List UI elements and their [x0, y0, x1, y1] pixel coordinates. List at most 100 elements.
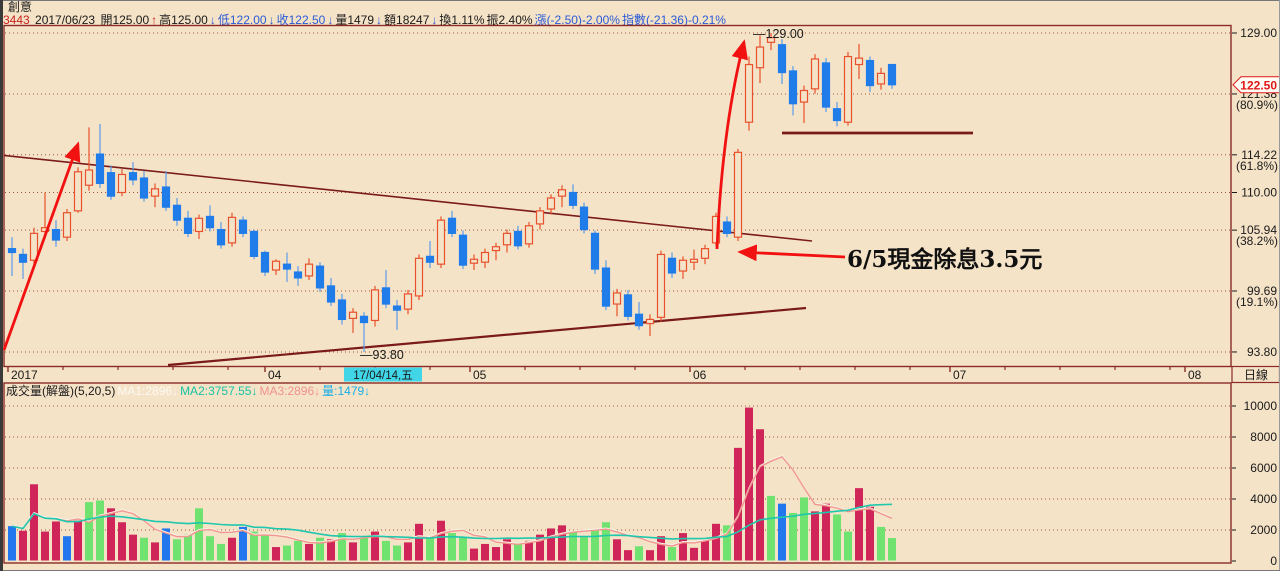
candle-body — [645, 318, 655, 325]
candle-body — [876, 72, 886, 85]
candle-body — [227, 216, 237, 244]
candle-body — [799, 89, 809, 103]
header-segment: ↓ — [431, 13, 438, 27]
price-axis-label: 105.94 — [1240, 223, 1277, 237]
volume-bar — [668, 547, 676, 561]
selected-date-tag — [344, 367, 422, 382]
quote-summary: 3443 2017/06/23 開125.00 ↑ 高125.00 ↓ 低122.00 ↓… — [3, 14, 728, 27]
candle-body — [623, 294, 633, 317]
peak-price-label: —129.00 — [753, 27, 804, 41]
candle-body — [755, 46, 765, 69]
header-segment: 開125.00 — [100, 13, 150, 27]
volume-bar — [283, 545, 291, 561]
candle-body — [271, 260, 281, 271]
candle-body — [95, 153, 105, 185]
volume-bar — [789, 512, 797, 561]
window-left-border — [0, 0, 3, 571]
volume-bar — [635, 546, 643, 561]
volume-bar — [393, 545, 401, 561]
header-segment: MA1:2896↓ — [117, 384, 179, 398]
volume-axis-label: 2000 — [1250, 523, 1277, 537]
volume-bar — [657, 536, 665, 561]
candle-body — [249, 230, 259, 257]
header-segment: 2017/06/23 — [31, 13, 99, 27]
volume-bar — [173, 539, 181, 561]
candle-body — [656, 253, 666, 318]
candle-body — [590, 232, 600, 270]
candle-body — [172, 204, 182, 221]
volume-bar — [294, 540, 302, 561]
header-segment: ↑ — [151, 13, 158, 27]
volume-bar — [382, 540, 390, 561]
candle-body — [491, 246, 501, 252]
volume-bar — [30, 484, 38, 561]
candle-body — [678, 259, 688, 272]
price-axis-label: 99.69 — [1247, 284, 1277, 298]
volume-bar — [844, 531, 852, 561]
x-axis-month-label: 08 — [1188, 368, 1202, 382]
header-segment: ↓ — [376, 13, 383, 27]
descending-trendline — [4, 154, 813, 242]
header-segment: 高125.00 — [159, 13, 208, 27]
volume-bar — [316, 537, 324, 561]
candle-body — [161, 186, 171, 208]
header-segment: 振2.40% — [486, 13, 533, 27]
right-axis: 129.00121.38(80.9%)114.22(61.8%)110.0010… — [1231, 26, 1280, 568]
volume-bar — [591, 530, 599, 561]
volume-bar — [8, 526, 16, 561]
candle-body — [821, 62, 831, 108]
volume-bar — [107, 508, 115, 561]
volume-bar — [415, 523, 423, 561]
volume-bar — [52, 521, 60, 561]
volume-bar — [745, 407, 753, 561]
x-axis-month-label: 07 — [953, 368, 967, 382]
candle-body — [183, 217, 193, 234]
header-segment: 量:1479↓ — [322, 384, 371, 398]
header-segment: MA2:3757.55↓ — [180, 384, 258, 398]
candle-body — [744, 63, 754, 123]
volume-bar — [195, 508, 203, 561]
candle-body — [788, 70, 798, 105]
volume-bar — [250, 531, 258, 561]
volume-pane-frame — [3, 382, 1232, 564]
current-price-label: 122.50 — [1240, 78, 1277, 92]
exdiv-note: 6/5現金除息3.5元 — [847, 246, 1042, 273]
volume-bar — [371, 531, 379, 561]
rally-arrow-feb — [2, 141, 81, 351]
volume-bar — [151, 542, 159, 561]
volume-axis-label: 6000 — [1250, 461, 1277, 475]
candle-body — [139, 177, 149, 199]
fib-percent-label: (61.8%) — [1236, 159, 1278, 173]
candle-body — [854, 57, 864, 66]
volume-bar — [228, 537, 236, 561]
volume-bar — [63, 536, 71, 561]
volume-bar — [756, 429, 764, 561]
current-price-tag — [1232, 76, 1280, 94]
volume-bar — [888, 538, 896, 561]
volume-bar — [767, 495, 775, 561]
price-gridlines — [5, 32, 1230, 353]
price-pane-frame — [3, 24, 1232, 368]
candle-body — [722, 221, 732, 234]
volume-bar — [569, 531, 577, 561]
annotations: —129.00 —93.80 6/5現金除息3.5元 — [2, 27, 1042, 362]
volume-bar — [613, 539, 621, 561]
x-axis-month-label: 2017 — [11, 368, 38, 382]
candlesticks — [7, 33, 897, 352]
candle-body — [392, 305, 402, 311]
candle-body — [7, 248, 17, 254]
volume-bar — [184, 534, 192, 561]
volume-bar — [833, 514, 841, 561]
candle-body — [810, 58, 820, 90]
candle-body — [304, 263, 314, 277]
header-segment: 收122.50 — [276, 13, 326, 27]
volume-bar — [305, 543, 313, 561]
volume-bar — [734, 447, 742, 561]
candle-body — [194, 217, 204, 233]
candle-body — [414, 257, 424, 297]
candle-body — [579, 206, 589, 231]
candle-body — [84, 169, 94, 186]
candle-body — [502, 232, 512, 246]
fib-percent-label: (80.9%) — [1236, 98, 1278, 112]
